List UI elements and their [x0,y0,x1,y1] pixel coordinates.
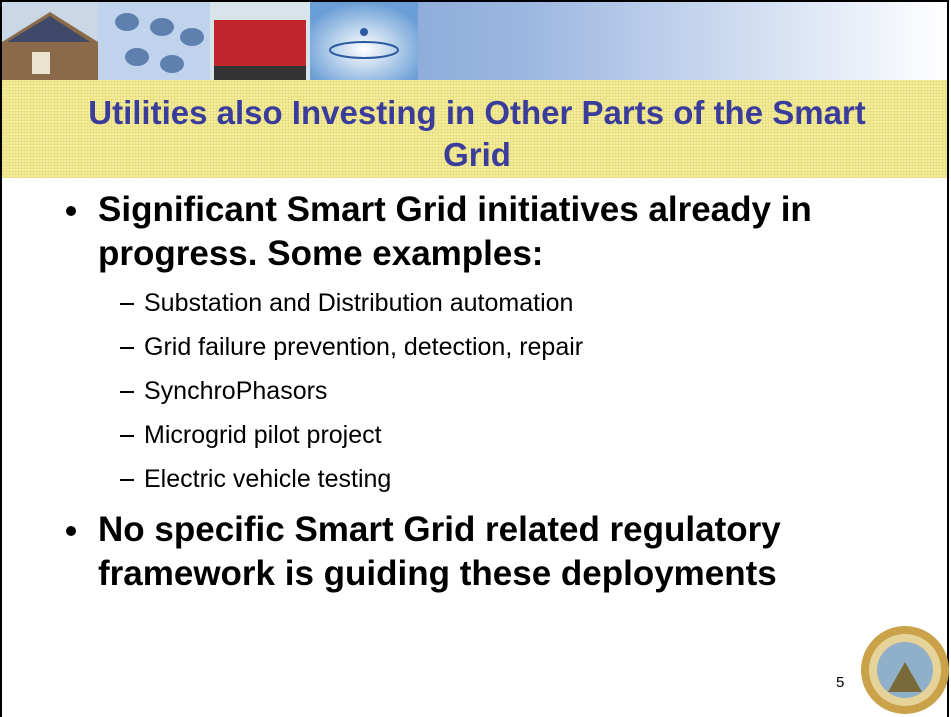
sub-bullet-text: SynchroPhasors [144,377,327,405]
state-seal [858,622,951,716]
sub-bullet-text: Microgrid pilot project [144,421,382,449]
bullet-marker [66,206,76,216]
sub-bullet: Substation and Distribution automation [60,288,880,318]
sub-bullet-text: Substation and Distribution automation [144,289,573,317]
sub-bullet: Electric vehicle testing [60,464,880,494]
page-number: 5 [836,674,844,691]
bullet-list: Significant Smart Grid initiatives alrea… [60,188,880,602]
sub-bullet-text: Grid failure prevention, detection, repa… [144,333,583,361]
title-band: Utilities also Investing in Other Parts … [2,80,947,178]
bullet-text: No specific Smart Grid related regulator… [98,510,781,593]
sub-bullet-marker [120,391,134,393]
sub-bullet-marker [120,479,134,481]
bullet: No specific Smart Grid related regulator… [60,508,880,596]
sub-bullet: Grid failure prevention, detection, repa… [60,332,880,362]
sub-bullet-text: Electric vehicle testing [144,465,391,493]
sub-bullet: Microgrid pilot project [60,420,880,450]
slide-title: Utilities also Investing in Other Parts … [62,92,892,176]
slide: Utilities also Investing in Other Parts … [0,0,951,717]
sub-bullet: SynchroPhasors [60,376,880,406]
sub-bullet-marker [120,347,134,349]
banner [2,2,947,80]
bullet-marker [66,526,76,536]
bullet-text: Significant Smart Grid initiatives alrea… [98,190,812,273]
sub-bullet-marker [120,435,134,437]
sub-bullet-marker [120,303,134,305]
bullet: Significant Smart Grid initiatives alrea… [60,188,880,276]
